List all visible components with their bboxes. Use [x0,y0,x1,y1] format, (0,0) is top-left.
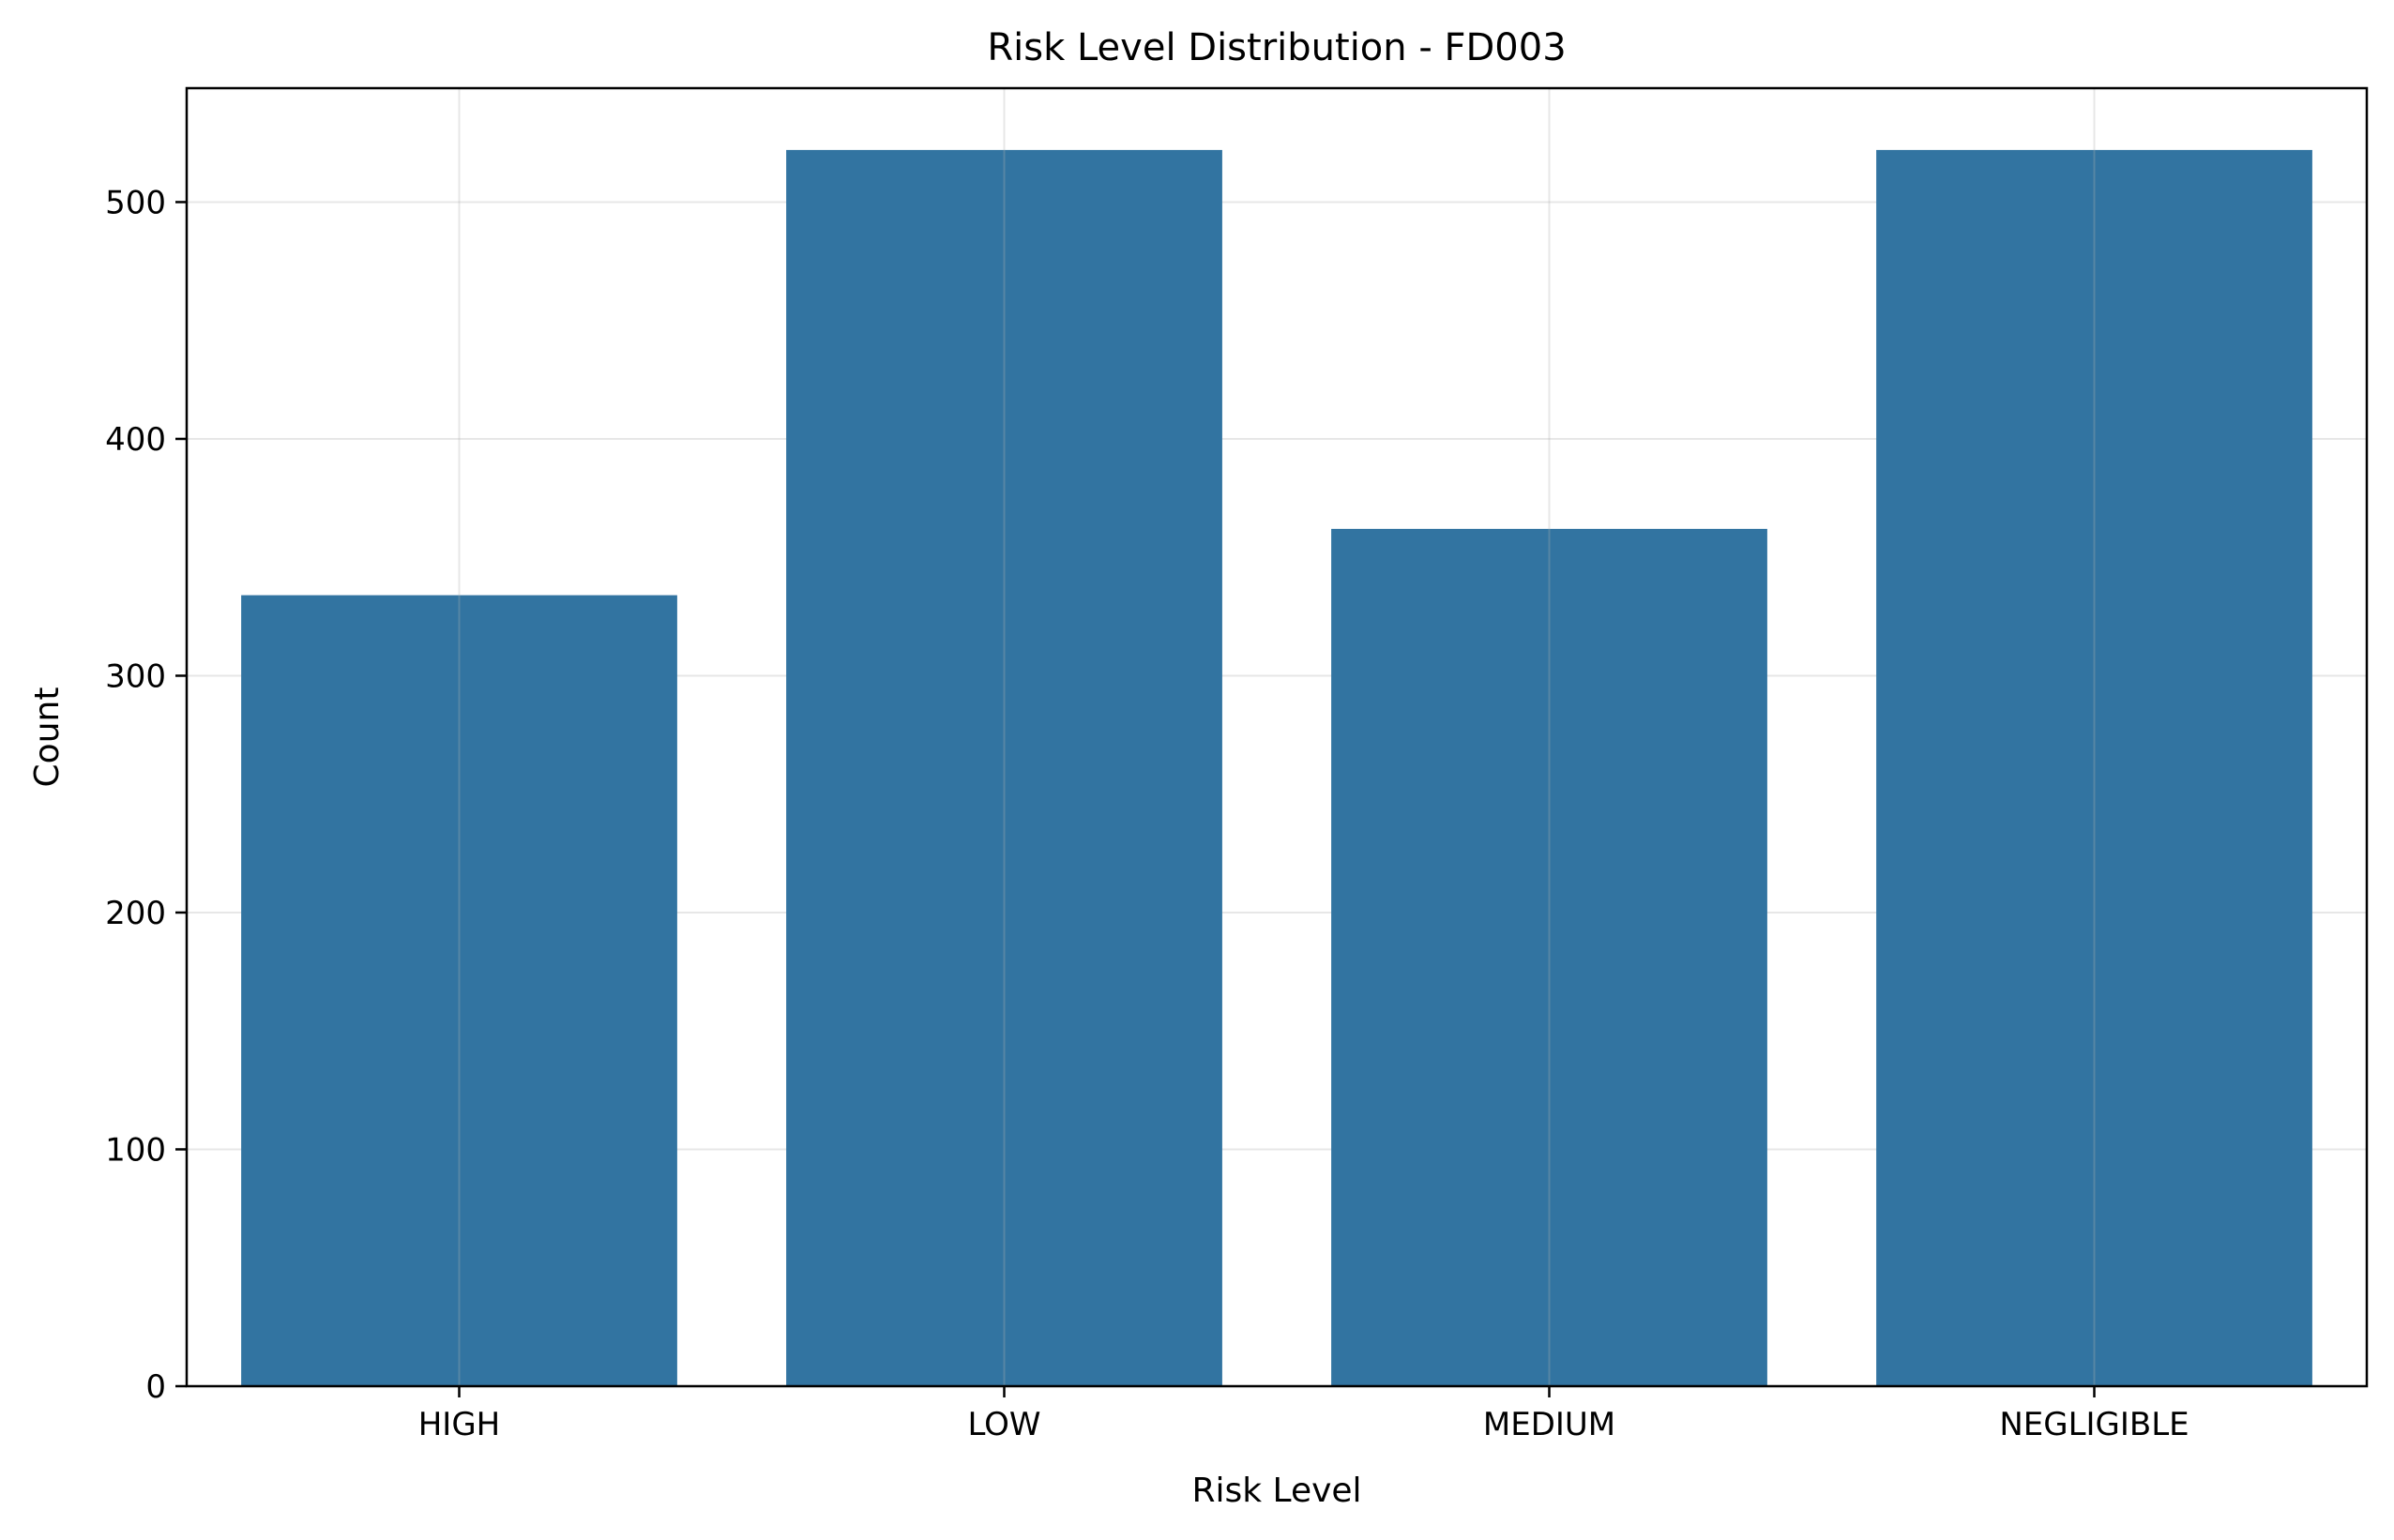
x-tick-label: MEDIUM [1483,1406,1615,1443]
y-tick-label: 400 [105,421,166,459]
y-tick-label: 200 [105,895,166,932]
tick-layer: 0 100 200 300 400 500 HIGH LOW MEDIUM NEGLIGIBLE [105,184,2189,1443]
y-tick-label: 300 [105,657,166,695]
grid-vertical-layer [458,88,2096,1386]
x-tick-label: NEGLIGIBLE [1999,1406,2189,1443]
y-tick-label: 0 [145,1368,166,1406]
bar-high [241,595,677,1386]
chart-title: Risk Level Distribution - FD003 [987,26,1566,69]
y-tick-label: 100 [105,1131,166,1169]
y-axis-label: Count [28,687,67,788]
y-tick-label: 500 [105,184,166,221]
x-axis-label: Risk Level [1191,1472,1361,1510]
x-tick-label: HIGH [418,1406,501,1443]
plot-frame [185,86,2369,1388]
bar-medium [1331,528,1767,1386]
x-tick-label: LOW [967,1406,1040,1443]
bar-negligible [1876,149,2312,1386]
bar-low [786,149,1222,1386]
bar-layer [241,149,2312,1386]
